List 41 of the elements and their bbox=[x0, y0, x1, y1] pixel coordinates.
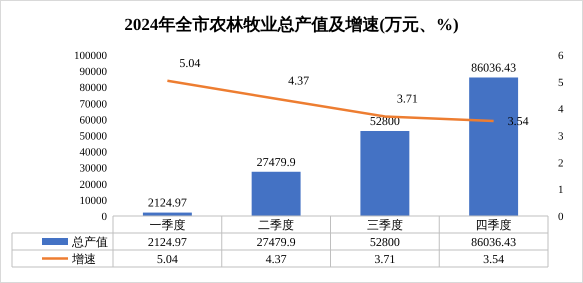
y-tick-label: 20000 bbox=[80, 178, 108, 191]
data-label: 3.71 bbox=[374, 252, 396, 266]
x-tick-label: 一季度 bbox=[149, 218, 186, 232]
text: 5.04 bbox=[179, 56, 200, 70]
data-label: 3.54 bbox=[483, 252, 504, 266]
text: 27479.9 bbox=[256, 154, 296, 169]
y-tick-label: 40000 bbox=[80, 146, 108, 159]
y-tick-label: 100000 bbox=[74, 50, 108, 62]
x-tick-label: 四季度 bbox=[476, 218, 512, 232]
y-tick-label: 30000 bbox=[80, 162, 108, 175]
legend-label: 总产值 bbox=[71, 235, 108, 249]
text: 86036.43 bbox=[471, 60, 516, 74]
y2-tick-label: 3 bbox=[558, 130, 564, 142]
y2-tick-label: 4 bbox=[558, 104, 564, 116]
data-label: 2124.97 bbox=[148, 235, 187, 249]
data-label: 27479.9 bbox=[256, 235, 296, 249]
y2-tick-label: 1 bbox=[558, 184, 564, 196]
y-tick-label: 0 bbox=[102, 211, 108, 223]
text: 4.37 bbox=[288, 74, 310, 88]
data-label: 4.37 bbox=[266, 252, 287, 266]
bar bbox=[360, 130, 410, 216]
text: 2124.97 bbox=[148, 196, 187, 210]
data-label: 86036.43 bbox=[471, 235, 516, 249]
y-tick-label: 50000 bbox=[80, 130, 108, 142]
y2-tick-label: 6 bbox=[558, 50, 564, 62]
y-tick-label: 10000 bbox=[80, 194, 108, 207]
y2-tick-label: 0 bbox=[558, 211, 564, 223]
y2-tick-label: 5 bbox=[558, 76, 564, 89]
bar bbox=[252, 172, 301, 216]
text: 3.71 bbox=[396, 91, 418, 106]
y-tick-label: 70000 bbox=[80, 98, 108, 110]
data-label: 5.04 bbox=[156, 252, 178, 266]
data-label: 52800 bbox=[370, 235, 400, 249]
legend-label: 增速 bbox=[71, 252, 96, 266]
chart-title: 2024年全市农林牧业总产值及增速(万元、%) bbox=[124, 15, 459, 34]
x-tick-label: 二季度 bbox=[258, 218, 294, 232]
y-tick-label: 80000 bbox=[80, 82, 108, 94]
y2-tick-label: 2 bbox=[558, 157, 564, 170]
y-tick-label: 90000 bbox=[80, 66, 108, 78]
y-tick-label: 60000 bbox=[80, 114, 108, 126]
x-tick-label: 三季度 bbox=[366, 218, 403, 232]
